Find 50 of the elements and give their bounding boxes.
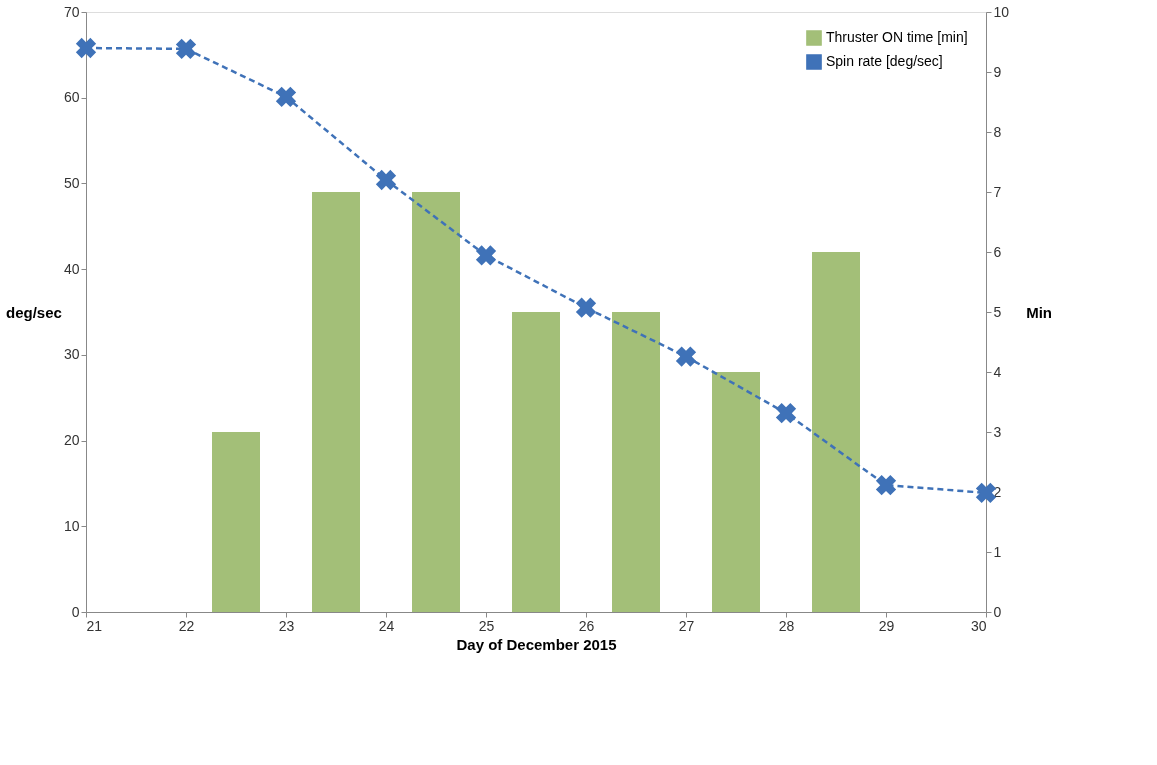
y-tick-label: 70 bbox=[63, 3, 80, 20]
x-axis-title: Day of December 2015 bbox=[456, 635, 617, 653]
point bbox=[575, 297, 597, 318]
x-tick-label: 27 bbox=[678, 617, 695, 634]
y-tick-label: 10 bbox=[63, 517, 80, 534]
point bbox=[175, 38, 197, 59]
y2-tick-label: 9 bbox=[993, 63, 1002, 80]
y2-tick-label: 6 bbox=[993, 243, 1002, 260]
bar bbox=[512, 312, 560, 612]
x-tick-label: 23 bbox=[278, 617, 295, 634]
point bbox=[275, 86, 297, 107]
x-tick-label: 30 bbox=[970, 617, 987, 634]
bar bbox=[812, 252, 860, 612]
bar bbox=[712, 372, 760, 612]
y-tick-label: 0 bbox=[71, 603, 80, 620]
y-tick-label: 60 bbox=[63, 89, 80, 106]
y-tick-label: 20 bbox=[63, 432, 80, 449]
bar bbox=[312, 192, 360, 612]
bar bbox=[412, 192, 460, 612]
y2-tick-label: 7 bbox=[993, 183, 1002, 200]
point bbox=[475, 245, 497, 266]
y2-tick-label: 5 bbox=[993, 303, 1002, 320]
legend-label: Thruster ON time [min] bbox=[826, 29, 968, 45]
y2-axis-title: Min bbox=[1026, 303, 1052, 321]
x-tick-label: 25 bbox=[478, 617, 495, 634]
y-axis-title: deg/sec bbox=[5, 303, 62, 321]
x-tick-label: 22 bbox=[178, 617, 195, 634]
y2-tick-label: 2 bbox=[993, 483, 1002, 500]
y2-tick-label: 3 bbox=[993, 423, 1002, 440]
x-tick-label: 28 bbox=[778, 617, 795, 634]
point bbox=[775, 403, 797, 424]
x-tick-label: 21 bbox=[86, 617, 103, 634]
x-tick-label: 29 bbox=[878, 617, 895, 634]
point bbox=[75, 37, 97, 59]
point bbox=[375, 169, 397, 191]
y2-tick-label: 8 bbox=[993, 123, 1002, 140]
y-tick-label: 50 bbox=[63, 174, 80, 191]
y2-tick-label: 10 bbox=[993, 3, 1010, 20]
legend-label: Spin rate [deg/sec] bbox=[826, 53, 943, 69]
y-tick-label: 40 bbox=[63, 260, 80, 277]
y-tick-label: 30 bbox=[63, 346, 80, 363]
y2-tick-label: 4 bbox=[993, 363, 1002, 380]
bar bbox=[212, 432, 260, 612]
bar bbox=[612, 312, 660, 612]
point bbox=[675, 346, 697, 367]
x-tick-label: 26 bbox=[578, 617, 595, 634]
y2-tick-label: 1 bbox=[993, 543, 1002, 560]
point bbox=[875, 475, 897, 496]
y2-tick-label: 0 bbox=[993, 603, 1002, 620]
x-tick-label: 24 bbox=[378, 617, 395, 634]
